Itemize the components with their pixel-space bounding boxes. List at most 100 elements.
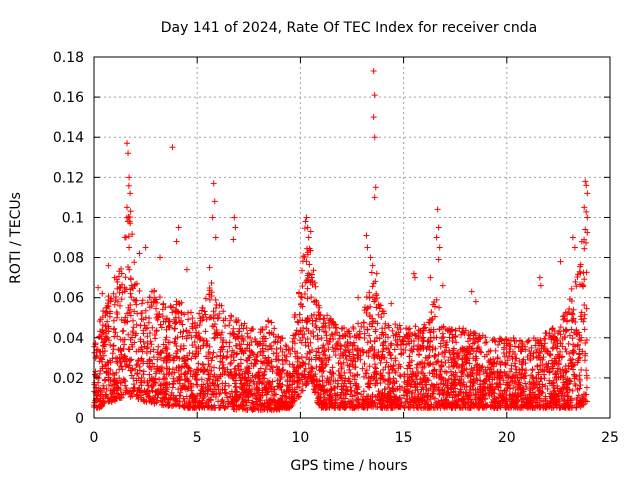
data-point (551, 333, 558, 340)
x-axis-label: GPS time / hours (290, 458, 407, 474)
data-point (230, 236, 237, 243)
data-point (359, 365, 366, 372)
data-point (208, 403, 215, 410)
data-point (234, 350, 241, 357)
data-point (344, 340, 351, 347)
data-point (524, 354, 531, 361)
data-point (341, 349, 348, 356)
data-point (399, 384, 406, 391)
data-point (222, 389, 229, 396)
data-point (126, 356, 133, 363)
data-point (511, 402, 518, 409)
data-point (180, 395, 187, 402)
data-point (304, 249, 311, 256)
data-point (348, 387, 355, 394)
data-point (394, 342, 401, 349)
data-point (101, 347, 108, 354)
data-point (344, 343, 351, 350)
data-point (196, 310, 203, 317)
data-point (139, 348, 146, 355)
data-point (361, 330, 368, 337)
data-point (292, 331, 299, 338)
data-point (201, 404, 208, 411)
data-point (533, 354, 540, 361)
data-point (457, 386, 464, 393)
data-point (455, 392, 462, 399)
data-point (362, 370, 369, 377)
data-point (257, 397, 264, 404)
data-point (134, 392, 141, 399)
data-point (370, 355, 377, 362)
data-point (347, 391, 354, 398)
data-point (538, 375, 545, 382)
data-point (131, 308, 138, 315)
data-point (327, 381, 334, 388)
data-point (458, 368, 465, 375)
data-point (403, 389, 410, 396)
data-point (306, 261, 313, 268)
data-point (526, 391, 533, 398)
data-point (403, 395, 410, 402)
data-point (410, 346, 417, 353)
data-point (495, 384, 502, 391)
data-point (229, 347, 236, 354)
data-point (455, 355, 462, 362)
data-point (453, 339, 460, 346)
data-point (401, 404, 408, 411)
data-point (567, 397, 574, 404)
data-point (102, 312, 109, 319)
data-point (315, 345, 322, 352)
data-point (273, 349, 280, 356)
data-point (365, 393, 372, 400)
data-point (490, 368, 497, 375)
data-point (487, 388, 494, 395)
data-point (312, 388, 319, 395)
data-point (402, 388, 409, 395)
data-point (151, 288, 158, 295)
data-point (556, 404, 563, 411)
data-point (425, 354, 432, 361)
data-point (152, 305, 159, 312)
data-point (200, 362, 207, 369)
data-point (158, 354, 165, 361)
data-point (119, 289, 126, 296)
data-point (301, 254, 308, 261)
data-point (330, 370, 337, 377)
data-point (415, 333, 422, 340)
data-point (179, 333, 186, 340)
data-point (406, 353, 413, 360)
data-point (281, 390, 288, 397)
data-point (577, 263, 584, 270)
data-point (303, 214, 310, 221)
data-point (199, 314, 206, 321)
data-point (396, 322, 403, 329)
data-point (406, 340, 413, 347)
data-point (533, 393, 540, 400)
data-point (154, 316, 161, 323)
data-point (467, 389, 474, 396)
data-point (300, 334, 307, 341)
data-point (477, 348, 484, 355)
data-point (506, 341, 513, 348)
data-point (326, 369, 333, 376)
data-point (136, 250, 143, 257)
data-point (373, 270, 380, 277)
data-point (284, 370, 291, 377)
data-point (329, 364, 336, 371)
data-point (393, 331, 400, 338)
data-point (189, 342, 196, 349)
data-point (273, 363, 280, 370)
data-point (206, 363, 213, 370)
data-point (371, 92, 378, 99)
data-point (136, 287, 143, 294)
data-point (511, 360, 518, 367)
data-point (156, 294, 163, 301)
data-point (380, 376, 387, 383)
data-point (337, 392, 344, 399)
data-point (436, 391, 443, 398)
data-point (561, 315, 568, 322)
data-point (513, 371, 520, 378)
data-point (581, 302, 588, 309)
data-point (446, 402, 453, 409)
data-point (268, 358, 275, 365)
